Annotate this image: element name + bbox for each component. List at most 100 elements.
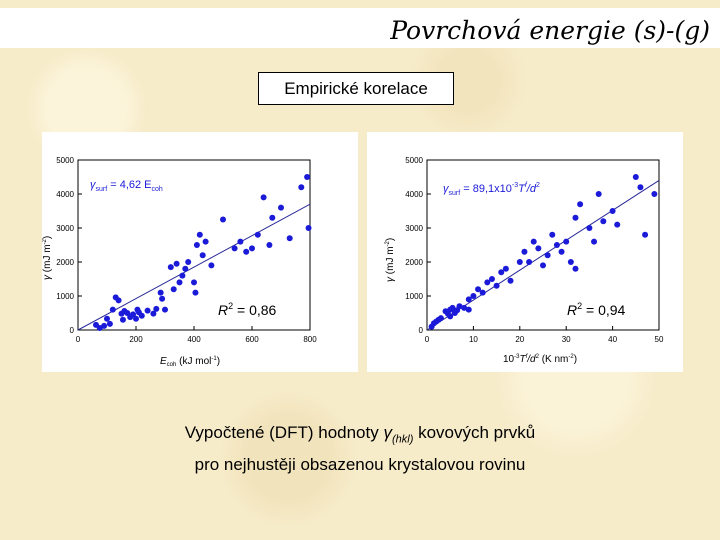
- chart-left-data-point: [202, 238, 209, 245]
- chart-right-data-point: [567, 259, 574, 265]
- chart-left-data-point: [130, 311, 137, 318]
- chart-left-data-point: [167, 264, 174, 271]
- chart-right-plot-area: 0 10 20 30 40 50 0 1000 2000 3000 4000 5000: [405, 156, 664, 344]
- chart-left-xtick-label: 800: [303, 335, 317, 344]
- chart-left-data-point: [153, 305, 160, 312]
- chart-right-data-point: [475, 286, 482, 293]
- caption-hkl-sub: (hkl): [391, 433, 414, 446]
- chart-right-xtick-label: 30: [562, 335, 571, 344]
- chart-left-r2: R2 = 0,86: [218, 301, 277, 318]
- chart-right-data-point: [600, 218, 607, 225]
- chart-right-ytick-label: 1000: [405, 292, 423, 301]
- chart-left-ytick-label: 2000: [56, 258, 74, 267]
- chart-right-data-point: [586, 225, 593, 231]
- chart-right-xtick-label: 50: [655, 335, 664, 344]
- chart-left-xtick-label: 0: [76, 335, 81, 344]
- chart-left-data-point: [185, 259, 192, 265]
- chart-right-data-point: [437, 315, 444, 322]
- chart-right-data-point: [516, 259, 523, 265]
- caption-line-1-pre: Vypočtené (DFT) hodnoty: [184, 423, 379, 442]
- chart-left-data-point: [157, 289, 164, 296]
- chart-left-data-point: [266, 242, 273, 248]
- chart-right-xtick-label: 0: [425, 335, 430, 344]
- chart-left-data-point: [115, 297, 122, 304]
- chart-left-data-point: [278, 204, 284, 211]
- chart-right-data-point: [544, 252, 551, 259]
- chart-left-data-point: [106, 320, 113, 327]
- chart-right-data-point: [465, 296, 472, 303]
- chart-left-data-point: [193, 242, 200, 248]
- chart-left-data-point: [133, 315, 139, 322]
- chart-left-data-point: [170, 286, 177, 293]
- chart-left: 0 200 400 600 800 0 1000 2000 3000 4000 5000 γsurf…: [42, 132, 358, 372]
- chart-left-data-point: [150, 310, 157, 317]
- chart-left-data-point: [260, 194, 267, 201]
- chart-right-ytick-label: 3000: [405, 224, 423, 233]
- chart-right-data-point: [577, 201, 584, 208]
- chart-right-data-point: [502, 265, 509, 272]
- subtitle-box: Empirické korelace: [258, 72, 454, 105]
- chart-right-data-point: [498, 269, 505, 276]
- chart-right-data-point: [447, 313, 454, 320]
- chart-left-ytick-label: 3000: [56, 224, 74, 233]
- chart-left-data-point: [237, 238, 244, 245]
- chart-left-ytick-label: 5000: [56, 156, 74, 165]
- chart-left-data-point: [231, 245, 238, 252]
- chart-right-data-point: [595, 191, 602, 197]
- chart-right-data-point: [470, 293, 477, 299]
- chart-right-data-point: [572, 214, 579, 221]
- chart-right-data-point: [609, 208, 616, 214]
- chart-right-ytick-label: 5000: [405, 156, 423, 165]
- chart-right-equation: γsurf = 89,1x10-3Tf/d2: [443, 182, 540, 197]
- chart-left-data-point: [173, 260, 180, 267]
- chart-right-data-point: [449, 304, 456, 311]
- chart-right-data-point: [461, 304, 468, 311]
- chart-left-equation: γsurf = 4,62 Ecoh: [90, 179, 163, 193]
- chart-left-data-point: [191, 279, 197, 286]
- chart-left-plot-area: 0 200 400 600 800 0 1000 2000 3000 4000 5000: [56, 156, 317, 344]
- chart-left-ytick-label: 1000: [56, 292, 74, 301]
- chart-left-xtick-label: 400: [187, 335, 201, 344]
- chart-right-xtick-label: 10: [469, 335, 478, 344]
- caption: Vypočtené (DFT) hodnoty γ(hkl) kovových …: [100, 420, 620, 477]
- chart-left-data-point: [176, 279, 183, 286]
- chart-right-data-point: [526, 259, 533, 265]
- title-bar: Povrchová energie (s)-(g): [0, 8, 720, 48]
- chart-right-ytick-label: 2000: [405, 258, 423, 267]
- chart-left-fit-line: [77, 203, 311, 331]
- chart-right-data-point: [530, 238, 537, 245]
- chart-right-data-point: [488, 276, 495, 282]
- chart-right-data-point: [484, 279, 491, 286]
- chart-right-data-point: [572, 265, 579, 272]
- chart-right-data-point: [642, 231, 649, 238]
- chart-right-ytick-label: 4000: [405, 190, 423, 199]
- chart-left-data-point: [101, 322, 108, 329]
- chart-left-data-point: [249, 245, 255, 252]
- chart-right-data-point: [535, 245, 542, 252]
- chart-right-r2: R2 = 0,94: [567, 301, 626, 318]
- caption-line-1: Vypočtené (DFT) hodnoty γ(hkl) kovových …: [100, 420, 620, 452]
- chart-right-data-point: [456, 303, 463, 310]
- caption-line-1-post: kovových prvků: [418, 423, 536, 442]
- chart-right-data-point: [507, 277, 514, 284]
- slide-title: Povrchová energie (s)-(g): [390, 16, 710, 45]
- chart-left-data-point: [286, 235, 293, 242]
- chart-left-data-point: [304, 174, 311, 180]
- chart-left-data-point: [159, 295, 166, 302]
- chart-left-data-point: [192, 289, 199, 296]
- chart-left-ytick-label: 4000: [56, 190, 74, 199]
- chart-left-data-point: [269, 214, 276, 221]
- chart-right-data-point: [651, 191, 658, 197]
- chart-right-data-point: [563, 238, 570, 245]
- chart-right-ylabel: γ (mJ m-2): [385, 238, 396, 282]
- chart-right-ytick-label: 0: [419, 326, 424, 335]
- chart-right-data-point: [553, 242, 560, 248]
- chart-left-data-point: [220, 216, 226, 223]
- chart-right-data-point: [521, 248, 528, 255]
- chart-left-data-point: [298, 184, 305, 191]
- chart-left-data-point: [208, 262, 215, 269]
- chart-right-frame: [426, 159, 660, 331]
- chart-left-data-point: [196, 231, 203, 238]
- chart-right-data-point: [637, 184, 644, 191]
- chart-right-data-point: [614, 221, 621, 228]
